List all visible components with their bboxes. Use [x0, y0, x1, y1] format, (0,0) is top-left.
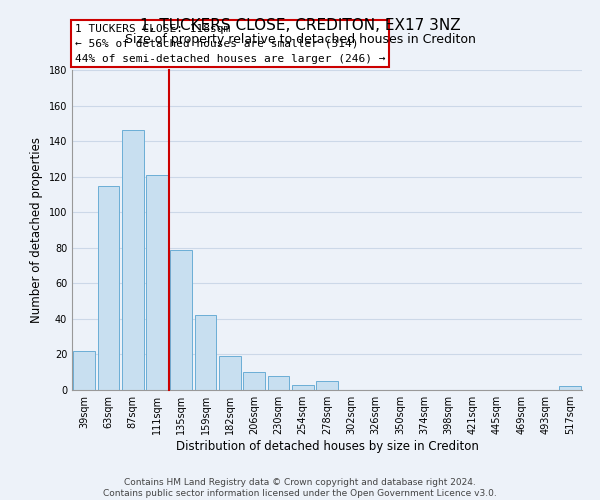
Text: Size of property relative to detached houses in Crediton: Size of property relative to detached ho…: [125, 32, 475, 46]
Bar: [122, 130, 143, 390]
Bar: [170, 250, 192, 390]
Bar: [219, 356, 241, 390]
Text: 1 TUCKERS CLOSE: 118sqm
← 56% of detached houses are smaller (314)
44% of semi-d: 1 TUCKERS CLOSE: 118sqm ← 56% of detache…: [74, 24, 385, 64]
Bar: [97, 186, 119, 390]
Bar: [559, 386, 581, 390]
Bar: [268, 376, 289, 390]
X-axis label: Distribution of detached houses by size in Crediton: Distribution of detached houses by size …: [176, 440, 478, 453]
Bar: [292, 384, 314, 390]
Bar: [146, 175, 168, 390]
Text: Contains HM Land Registry data © Crown copyright and database right 2024.
Contai: Contains HM Land Registry data © Crown c…: [103, 478, 497, 498]
Bar: [243, 372, 265, 390]
Y-axis label: Number of detached properties: Number of detached properties: [30, 137, 43, 323]
Text: 1, TUCKERS CLOSE, CREDITON, EX17 3NZ: 1, TUCKERS CLOSE, CREDITON, EX17 3NZ: [140, 18, 460, 32]
Bar: [316, 381, 338, 390]
Bar: [73, 351, 95, 390]
Bar: [194, 316, 217, 390]
